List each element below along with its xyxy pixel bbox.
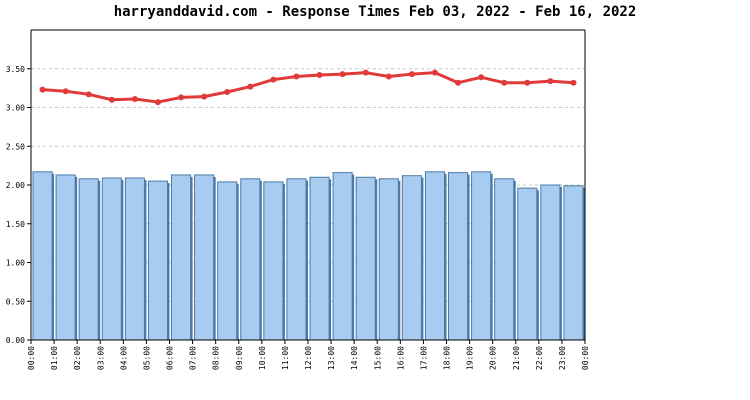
x-tick-label: 17:00 <box>419 346 428 370</box>
response-time-line <box>42 71 574 104</box>
x-tick-label: 15:00 <box>373 346 382 370</box>
x-tick-label: 12:00 <box>304 346 313 370</box>
axis-layer: 0.00 0.50 1.00 1.50 2.00 2.50 3.00 3.50 00:00 01:… <box>6 29 590 370</box>
line-point <box>385 73 392 80</box>
x-tick-label: 00:00 <box>581 346 590 370</box>
bars-layer <box>32 171 585 341</box>
x-tick-label: 14:00 <box>350 346 359 370</box>
bar <box>471 171 492 341</box>
bar <box>78 178 99 341</box>
line-point <box>408 71 415 78</box>
x-tick-label: 10:00 <box>258 346 267 370</box>
line-point <box>316 71 323 78</box>
y-tick-label: 0.00 <box>6 336 25 345</box>
bar <box>378 178 399 341</box>
bar <box>124 177 145 341</box>
x-tick-label: 02:00 <box>73 346 82 370</box>
x-tick-label: 09:00 <box>235 346 244 370</box>
line-point <box>201 93 208 100</box>
x-tick-label: 22:00 <box>535 346 544 370</box>
line-point <box>455 79 462 86</box>
bar <box>309 176 330 341</box>
y-tick-label: 3.00 <box>6 104 25 113</box>
y-tick-label: 1.50 <box>6 220 25 229</box>
line-point <box>570 79 577 86</box>
y-tick-label: 0.50 <box>6 297 25 306</box>
bar <box>263 181 284 341</box>
x-tick-label: 21:00 <box>512 346 521 370</box>
line-point <box>131 95 138 102</box>
bar <box>401 175 422 341</box>
x-tick-label: 04:00 <box>119 346 128 370</box>
x-tick-label: 18:00 <box>443 346 452 370</box>
bar <box>240 178 261 341</box>
y-tick-label: 2.00 <box>6 181 25 190</box>
x-tick-label: 00:00 <box>27 346 36 370</box>
y-tick-label: 3.50 <box>6 65 25 74</box>
line-point <box>85 91 92 98</box>
x-tick-label: 20:00 <box>489 346 498 370</box>
x-tick-label: 06:00 <box>166 346 175 370</box>
bar <box>424 171 445 341</box>
line-point <box>478 74 485 81</box>
chart-title: harryanddavid.com - Response Times Feb 0… <box>113 4 637 20</box>
line-point <box>431 69 438 76</box>
line-point <box>247 83 254 90</box>
x-tick-label: 16:00 <box>396 346 405 370</box>
bar <box>332 172 353 341</box>
y-tick-label: 1.00 <box>6 259 25 268</box>
bar <box>448 172 469 341</box>
line-point <box>62 88 69 95</box>
x-tick-label: 08:00 <box>212 346 221 370</box>
line-point <box>501 79 508 86</box>
line-point <box>154 99 161 106</box>
x-tick-label: 19:00 <box>466 346 475 370</box>
line-layer <box>39 69 577 106</box>
x-tick-label: 01:00 <box>50 346 59 370</box>
line-point <box>178 94 185 101</box>
line-point <box>224 89 231 95</box>
y-tick-label: 2.50 <box>6 142 25 151</box>
bar <box>517 187 538 341</box>
line-point <box>270 76 277 83</box>
line-point <box>339 71 346 78</box>
x-tick-label: 23:00 <box>558 346 567 370</box>
x-tick-label: 05:00 <box>142 346 151 370</box>
line-point <box>547 78 554 85</box>
x-tick-label: 11:00 <box>281 346 290 370</box>
bar <box>494 178 515 341</box>
bar <box>217 181 238 341</box>
line-point <box>108 96 115 103</box>
bar <box>147 180 169 341</box>
x-tick-label: 03:00 <box>96 346 105 370</box>
bar <box>540 184 561 341</box>
bar <box>55 174 76 341</box>
bar <box>355 176 376 341</box>
bar <box>101 177 122 341</box>
x-tick-label: 13:00 <box>327 346 336 370</box>
line-point <box>39 86 46 93</box>
bar <box>32 171 53 341</box>
bar <box>194 174 215 341</box>
bar <box>563 185 584 341</box>
bar <box>286 178 307 341</box>
bar <box>171 174 192 341</box>
line-point <box>524 79 531 86</box>
line-point <box>362 69 369 76</box>
x-tick-label: 07:00 <box>189 346 198 370</box>
line-point <box>293 73 300 80</box>
